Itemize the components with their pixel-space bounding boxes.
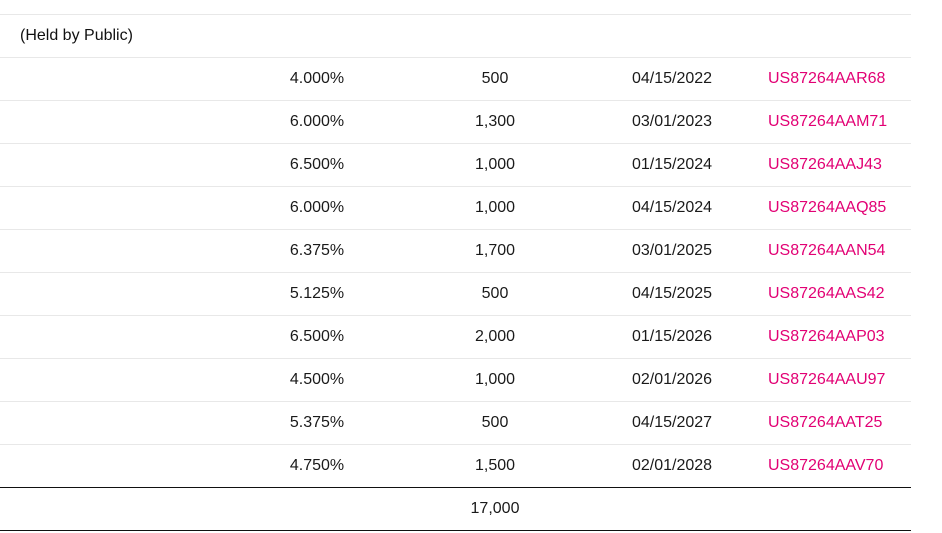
- cusip-link[interactable]: US87264AAQ85: [768, 199, 887, 216]
- interest-rate: 4.000%: [289, 70, 345, 87]
- interest-rate: 6.500%: [289, 156, 345, 173]
- table-row: 6.500% 1,000 01/15/2024 US87264AAJ43: [0, 144, 911, 187]
- interest-rate: 6.000%: [289, 113, 345, 130]
- interest-rate: 4.750%: [289, 457, 345, 474]
- interest-rate: 6.000%: [289, 199, 345, 216]
- principal-amount: 2,000: [474, 328, 516, 345]
- cusip-link[interactable]: US87264AAR68: [768, 70, 886, 87]
- table-row: 5.125% 500 04/15/2025 US87264AAS42: [0, 273, 911, 316]
- maturity-date: 03/01/2025: [631, 242, 713, 259]
- principal-amount: 500: [481, 414, 509, 431]
- table-row: 5.375% 500 04/15/2027 US87264AAT25: [0, 402, 911, 445]
- section-label: (Held by Public): [20, 27, 133, 44]
- principal-amount: 500: [481, 70, 509, 87]
- table-row: 6.000% 1,000 04/15/2024 US87264AAQ85: [0, 187, 911, 230]
- principal-amount: 1,000: [474, 371, 516, 388]
- section-header-row: (Held by Public): [0, 15, 911, 58]
- maturity-date: 01/15/2024: [631, 156, 713, 173]
- maturity-date: 04/15/2027: [631, 414, 713, 431]
- principal-amount: 1,000: [474, 199, 516, 216]
- maturity-date: 04/15/2025: [631, 285, 713, 302]
- table-row: 4.000% 500 04/15/2022 US87264AAR68: [0, 58, 911, 101]
- principal-amount: 1,700: [474, 242, 516, 259]
- table-row: 6.500% 2,000 01/15/2026 US87264AAP03: [0, 316, 911, 359]
- interest-rate: 6.375%: [289, 242, 345, 259]
- interest-rate: 5.375%: [289, 414, 345, 431]
- interest-rate: 4.500%: [289, 371, 345, 388]
- maturity-date: 04/15/2024: [631, 199, 713, 216]
- cusip-link[interactable]: US87264AAN54: [768, 242, 886, 259]
- cusip-link[interactable]: US87264AAM71: [768, 113, 888, 130]
- notes-table: (Held by Public) 4.000% 500 04/15/2022 U…: [0, 14, 911, 531]
- total-row: 17,000: [0, 487, 911, 531]
- principal-amount: 1,000: [474, 156, 516, 173]
- table-row: 6.000% 1,300 03/01/2023 US87264AAM71: [0, 101, 911, 144]
- cusip-link[interactable]: US87264AAJ43: [768, 156, 882, 173]
- maturity-date: 02/01/2026: [631, 371, 713, 388]
- cusip-link[interactable]: US87264AAS42: [768, 285, 885, 302]
- cusip-link[interactable]: US87264AAU97: [768, 371, 886, 388]
- cusip-link[interactable]: US87264AAV70: [768, 457, 884, 474]
- table-row: 6.375% 1,700 03/01/2025 US87264AAN54: [0, 230, 911, 273]
- total-amount: 17,000: [470, 500, 520, 517]
- cusip-link[interactable]: US87264AAT25: [768, 414, 883, 431]
- maturity-date: 01/15/2026: [631, 328, 713, 345]
- maturity-date: 04/15/2022: [631, 70, 713, 87]
- principal-amount: 1,300: [474, 113, 516, 130]
- principal-amount: 1,500: [474, 457, 516, 474]
- interest-rate: 5.125%: [289, 285, 345, 302]
- cusip-link[interactable]: US87264AAP03: [768, 328, 885, 345]
- interest-rate: 6.500%: [289, 328, 345, 345]
- table-row: 4.750% 1,500 02/01/2028 US87264AAV70: [0, 445, 911, 487]
- principal-amount: 500: [481, 285, 509, 302]
- maturity-date: 02/01/2028: [631, 457, 713, 474]
- maturity-date: 03/01/2023: [631, 113, 713, 130]
- top-divider: [0, 14, 911, 15]
- table-row: 4.500% 1,000 02/01/2026 US87264AAU97: [0, 359, 911, 402]
